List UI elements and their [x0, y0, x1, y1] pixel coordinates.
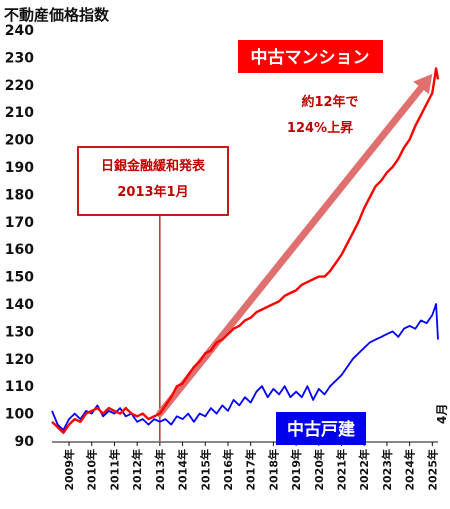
x-tick-label: 2024年 — [403, 449, 417, 491]
legend-box-series-2 — [276, 412, 366, 445]
x-tick-label: 2021年 — [335, 449, 349, 491]
y-tick-label: 240 — [5, 23, 34, 39]
y-tick-label: 200 — [5, 133, 34, 149]
x-tick-label: 2011年 — [107, 449, 121, 491]
x-tick-label: 2025年 — [425, 449, 439, 491]
y-tick-label: 160 — [5, 242, 34, 258]
series-layer — [51, 67, 440, 434]
x-tick-label: 2012年 — [130, 449, 144, 491]
y-tick-label: 120 — [5, 352, 34, 368]
y-tick-label: 180 — [5, 187, 34, 203]
x-tick-label: 2015年 — [198, 449, 212, 491]
growth-annotation-line2: 124%上昇 — [287, 121, 353, 136]
chart-title: 不動産価格指数 — [4, 6, 110, 24]
x-tick-label: 2014年 — [176, 449, 190, 491]
growth-annotation-line1: 約12年で — [301, 94, 358, 110]
legend-label-series-1: 中古マンション — [251, 47, 370, 68]
series-line-1 — [51, 67, 440, 434]
y-tick-label: 230 — [5, 50, 34, 66]
legend-box-series-1 — [238, 40, 383, 73]
series-line-2 — [51, 303, 439, 431]
x-tick-label: 2017年 — [244, 449, 258, 491]
growth-arrow-line — [156, 84, 425, 418]
x-tick-label: 2009年 — [62, 449, 76, 491]
y-tick-label: 170 — [5, 215, 34, 231]
x-tick-label: 2020年 — [312, 449, 326, 491]
x-axis: 2009年 2010年 2011年 2012年 2013年 2014年 2015年 2016年… — [52, 441, 439, 491]
y-axis: 90 100 110 120 130 140 150 160 170 180 190 200 210 22… — [5, 23, 34, 450]
event-label-line1: 日銀金融緩和発表 — [101, 158, 206, 174]
x-tick-label: 2019年 — [289, 449, 303, 491]
legend-label-series-2: 中古戸建 — [287, 419, 355, 440]
y-tick-label: 190 — [5, 160, 34, 176]
y-tick-label: 130 — [5, 324, 34, 340]
y-tick-label: 90 — [15, 434, 35, 450]
x-tick-label: 2022年 — [357, 449, 371, 491]
y-tick-label: 210 — [5, 105, 34, 121]
end-month-label: 4月 — [435, 404, 449, 424]
x-tick-label: 2023年 — [380, 449, 394, 491]
y-tick-label: 100 — [5, 407, 34, 423]
y-tick-label: 140 — [5, 297, 34, 313]
y-tick-label: 150 — [5, 270, 34, 286]
x-tick-label: 2010年 — [85, 449, 99, 491]
x-tick-label: 2016年 — [221, 449, 235, 491]
growth-arrow-head — [413, 73, 433, 95]
x-tick-label: 2013年 — [153, 449, 167, 491]
event-label-box — [77, 146, 229, 216]
y-tick-label: 220 — [5, 78, 34, 94]
x-tick-label: 2018年 — [266, 449, 280, 491]
y-tick-label: 110 — [5, 379, 34, 395]
event-label-line2: 2013年1月 — [117, 184, 188, 200]
